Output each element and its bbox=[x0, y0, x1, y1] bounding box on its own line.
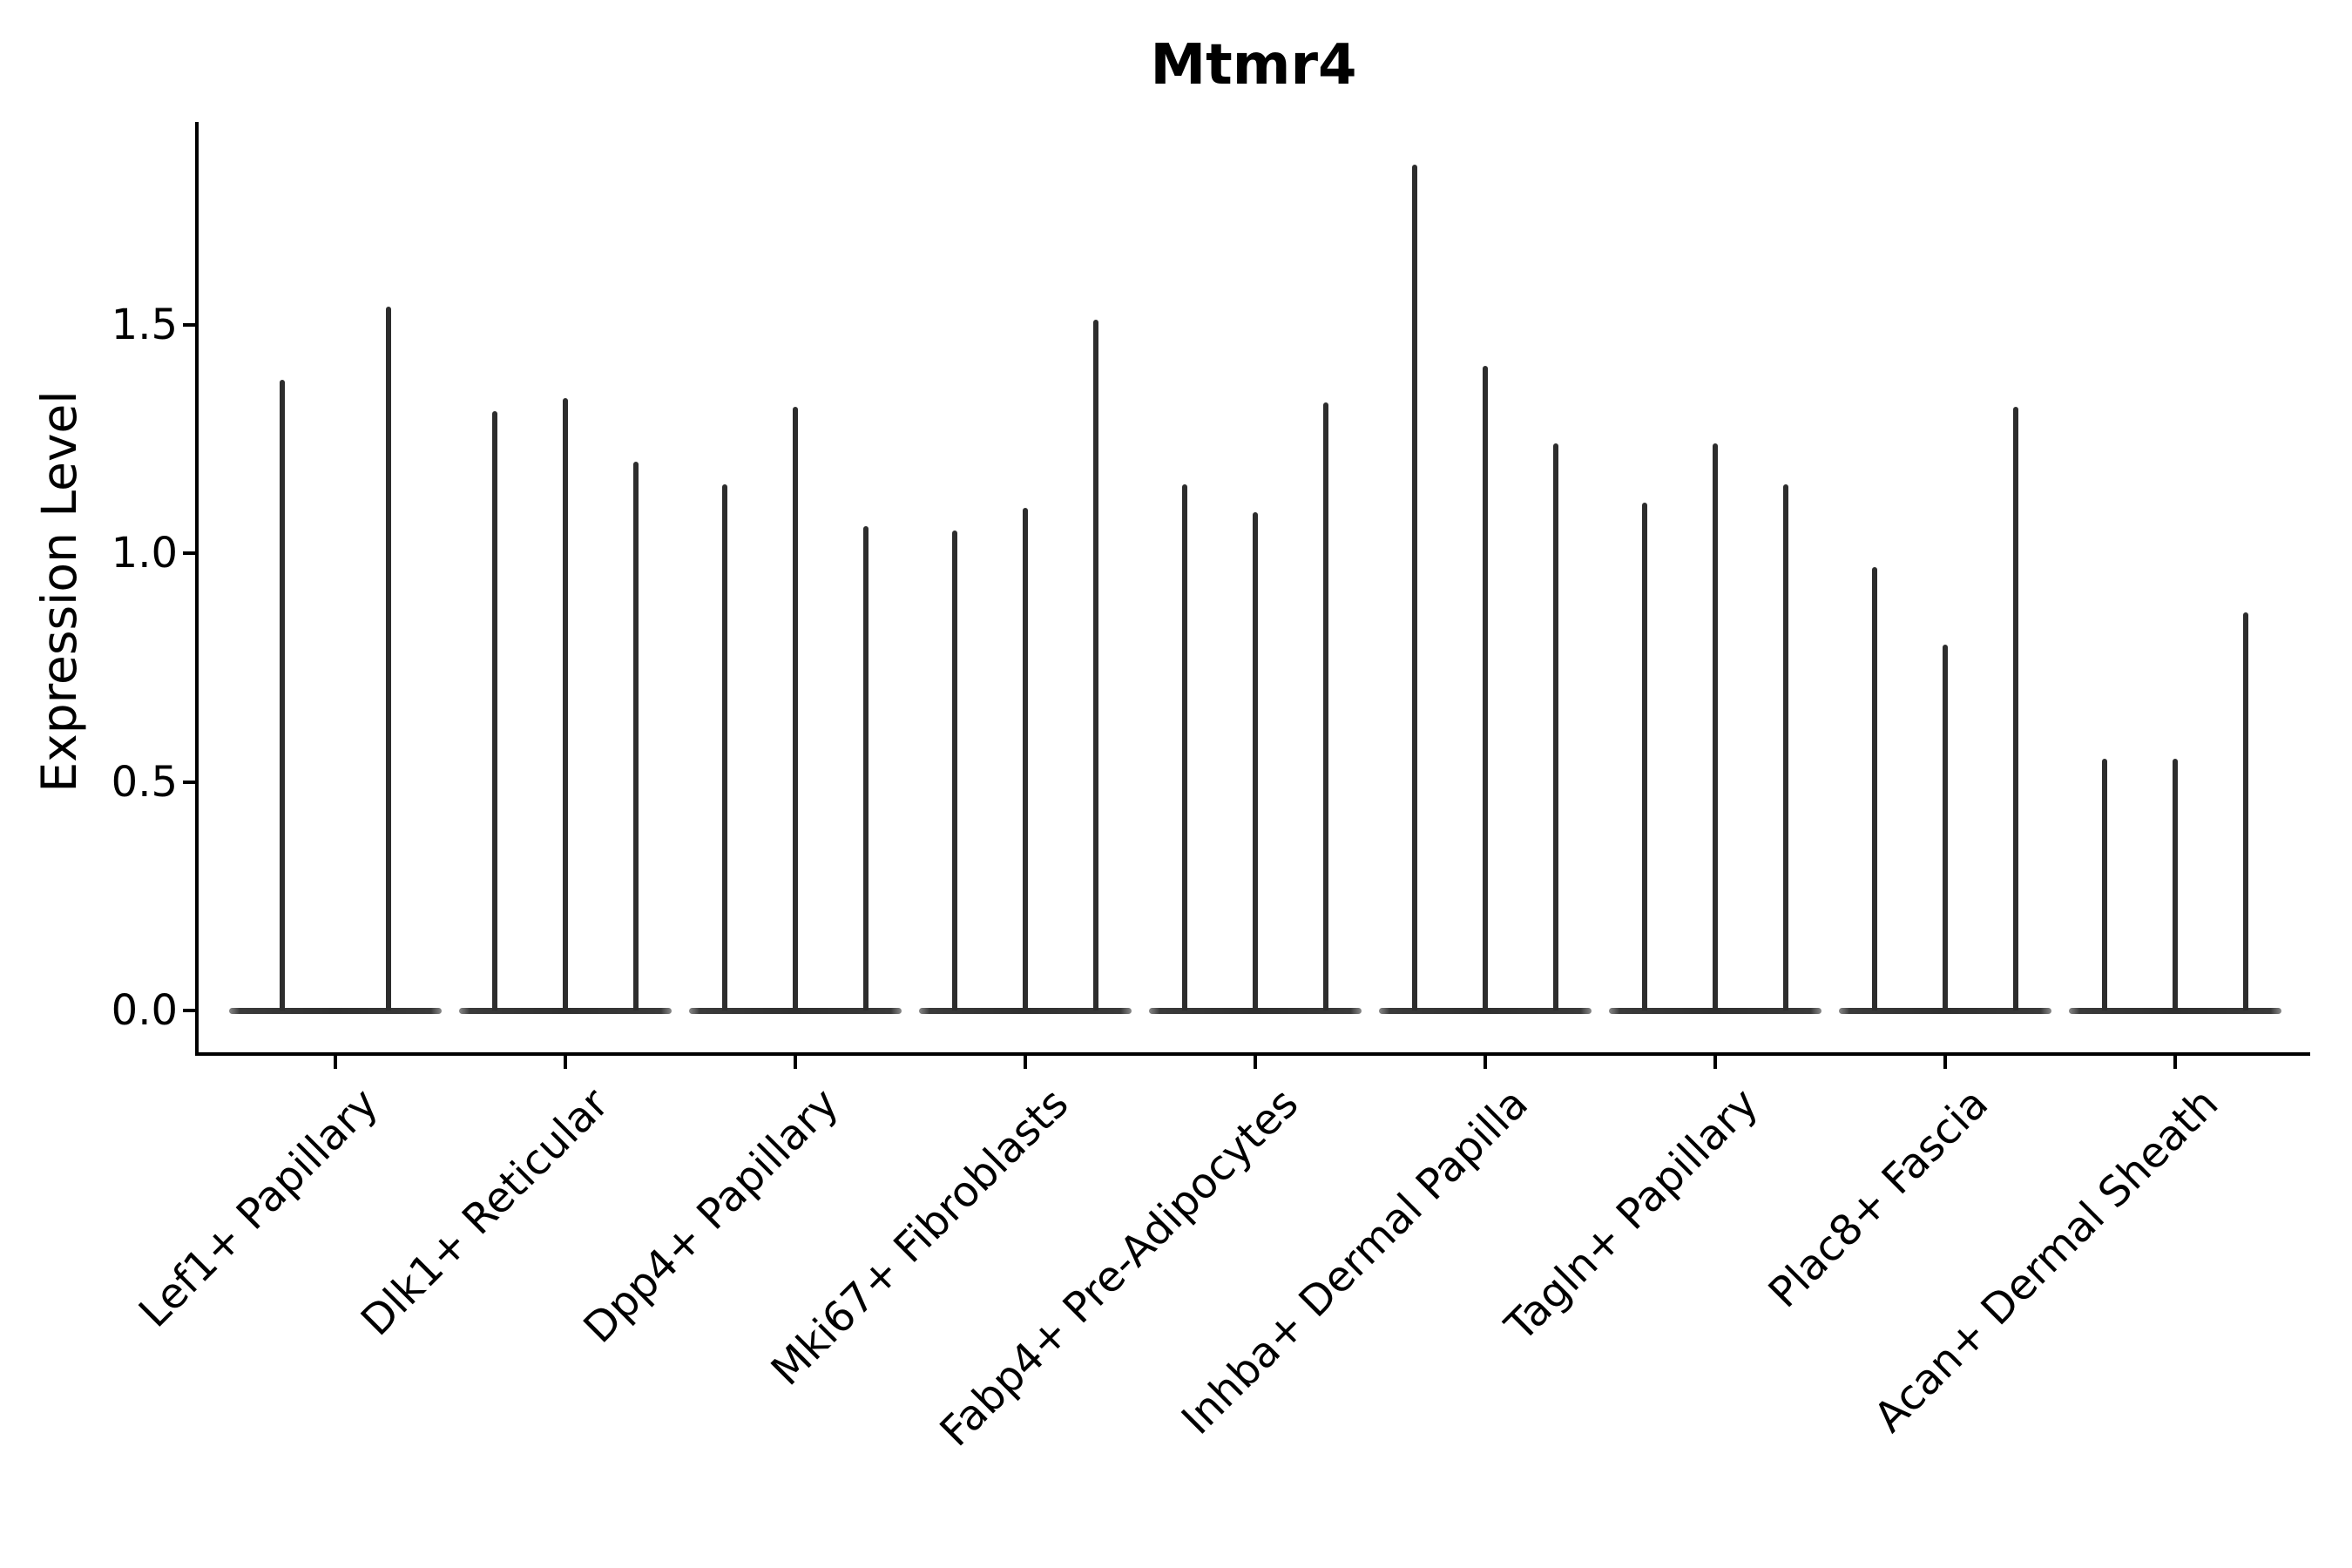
violin-spike bbox=[280, 379, 285, 1010]
violin-baseline bbox=[689, 1008, 902, 1014]
x-tick-mark bbox=[794, 1056, 797, 1069]
x-tick-mark bbox=[564, 1056, 567, 1069]
violin-spike bbox=[1411, 164, 1417, 1010]
y-tick-mark bbox=[183, 1009, 197, 1012]
x-tick-label: Lef1+ Papillary bbox=[130, 1078, 389, 1337]
y-tick-label: 1.0 bbox=[111, 529, 178, 578]
violin-spike bbox=[2101, 759, 2107, 1010]
x-tick-mark bbox=[334, 1056, 337, 1069]
violin-spike bbox=[1253, 511, 1258, 1010]
violin-baseline bbox=[459, 1008, 672, 1014]
x-tick-mark bbox=[1713, 1056, 1717, 1069]
x-tick-mark bbox=[2173, 1056, 2177, 1069]
violin-spike bbox=[491, 411, 497, 1010]
violin-baseline bbox=[919, 1008, 1132, 1014]
y-tick-mark bbox=[183, 551, 197, 555]
violin-spike bbox=[1181, 484, 1187, 1010]
violin-spike bbox=[2013, 407, 2019, 1010]
violin-spike bbox=[1641, 503, 1647, 1010]
y-tick-label: 1.5 bbox=[111, 300, 178, 349]
violin-spike bbox=[2243, 612, 2249, 1010]
violin-spike bbox=[563, 397, 568, 1010]
x-tick-label: Dpp4+ Papillary bbox=[574, 1078, 848, 1353]
violin-spike bbox=[721, 484, 727, 1010]
violin-baseline bbox=[1839, 1008, 2051, 1014]
x-tick-mark bbox=[1943, 1056, 1947, 1069]
chart-title: Mtmr4 bbox=[1150, 33, 1357, 98]
violin-spike bbox=[386, 306, 391, 1010]
violin-spike bbox=[1483, 365, 1488, 1010]
x-tick-label: Plac8+ Fascia bbox=[1759, 1078, 1998, 1318]
violin-baseline bbox=[1609, 1008, 1821, 1014]
x-tick-mark bbox=[1024, 1056, 1027, 1069]
x-tick-label: Dlk1+ Reticular bbox=[351, 1078, 618, 1346]
y-tick-label: 0.0 bbox=[111, 986, 178, 1035]
violin-spike bbox=[1023, 507, 1028, 1010]
violin-spike bbox=[1093, 320, 1099, 1010]
violin-baseline bbox=[229, 1008, 442, 1014]
y-tick-mark bbox=[183, 322, 197, 327]
y-tick-mark bbox=[183, 780, 197, 784]
violin-baseline bbox=[1149, 1008, 1362, 1014]
violin-spike bbox=[863, 525, 869, 1010]
x-axis-spine bbox=[195, 1052, 2310, 1056]
violin-baseline bbox=[1379, 1008, 1592, 1014]
violin-spike bbox=[1783, 484, 1789, 1010]
violin-spike bbox=[1713, 443, 1718, 1010]
violin-spike bbox=[1943, 645, 1948, 1010]
violin-spike bbox=[951, 530, 957, 1010]
x-tick-mark bbox=[1254, 1056, 1257, 1069]
violin-spike bbox=[1553, 443, 1559, 1010]
y-tick-label: 0.5 bbox=[111, 757, 178, 807]
violin-spike bbox=[1871, 566, 1877, 1010]
violin-spike bbox=[633, 462, 639, 1010]
violin-spike bbox=[2173, 759, 2178, 1010]
y-axis-spine bbox=[195, 122, 199, 1056]
x-tick-mark bbox=[1484, 1056, 1487, 1069]
violin-spike bbox=[1323, 402, 1329, 1010]
violin-spike bbox=[793, 407, 798, 1010]
x-tick-label: Tagln+ Papillary bbox=[1496, 1078, 1768, 1351]
violin-baseline bbox=[2069, 1008, 2281, 1014]
